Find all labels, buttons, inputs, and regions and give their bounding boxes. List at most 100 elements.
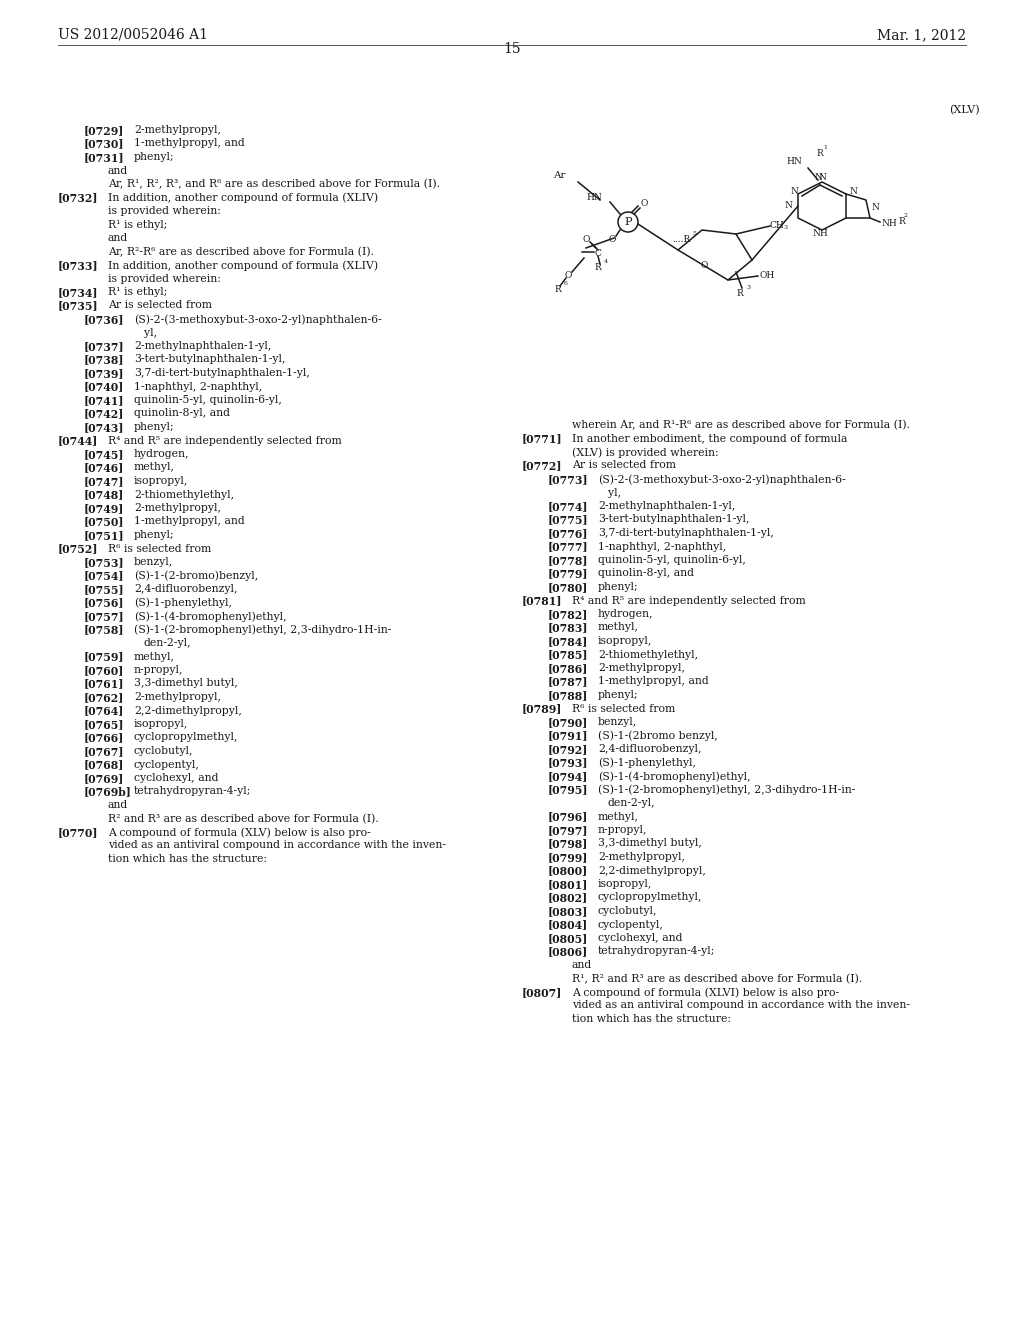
Text: [0780]: [0780] [548,582,589,593]
Text: N: N [814,173,822,182]
Text: [0731]: [0731] [84,152,125,162]
Text: [0774]: [0774] [548,502,589,512]
Text: R: R [898,218,905,227]
Text: [0762]: [0762] [84,692,124,704]
Text: n-propyl,: n-propyl, [134,665,183,675]
Text: [0757]: [0757] [84,611,125,622]
Text: [0792]: [0792] [548,744,589,755]
Text: [0789]: [0789] [522,704,562,714]
Text: 4: 4 [604,259,608,264]
Text: and: and [572,960,592,970]
Text: 2-methylpropyl,: 2-methylpropyl, [134,692,221,702]
Text: [0794]: [0794] [548,771,589,781]
Text: N: N [784,202,792,210]
Text: [0785]: [0785] [548,649,589,660]
Text: cyclopropylmethyl,: cyclopropylmethyl, [134,733,239,742]
Text: O: O [564,272,571,281]
Text: NH: NH [882,219,898,228]
Text: [0736]: [0736] [84,314,125,325]
Text: N: N [791,187,798,197]
Text: benzyl,: benzyl, [134,557,173,568]
Text: [0764]: [0764] [84,705,124,717]
Text: quinolin-5-yl, quinolin-6-yl,: quinolin-5-yl, quinolin-6-yl, [134,395,282,405]
Text: [0759]: [0759] [84,652,125,663]
Text: [0771]: [0771] [522,433,562,445]
Text: hydrogen,: hydrogen, [134,449,189,459]
Text: [0768]: [0768] [84,759,124,771]
Text: n-propyl,: n-propyl, [598,825,647,836]
Text: is provided wherein:: is provided wherein: [108,273,221,284]
Text: 1-methylpropyl, and: 1-methylpropyl, and [134,516,245,527]
Text: benzyl,: benzyl, [598,717,637,727]
Text: CH: CH [770,222,784,231]
Text: 1-methylpropyl, and: 1-methylpropyl, and [134,139,245,149]
Text: cyclopropylmethyl,: cyclopropylmethyl, [598,892,702,903]
Text: tetrahydropyran-4-yl;: tetrahydropyran-4-yl; [134,787,251,796]
Text: [0732]: [0732] [58,193,98,203]
Text: [0800]: [0800] [548,866,588,876]
Text: 3,7-di-tert-butylnaphthalen-1-yl,: 3,7-di-tert-butylnaphthalen-1-yl, [134,368,310,378]
Text: wherein Ar, and R¹-R⁶ are as described above for Formula (I).: wherein Ar, and R¹-R⁶ are as described a… [572,420,910,430]
Text: 2-methylpropyl,: 2-methylpropyl, [134,503,221,513]
Text: (S)-1-phenylethyl,: (S)-1-phenylethyl, [598,758,696,768]
Text: [0777]: [0777] [548,541,589,553]
Text: 2,4-difluorobenzyl,: 2,4-difluorobenzyl, [598,744,701,754]
Text: 6: 6 [564,281,568,286]
Text: NH: NH [812,230,827,239]
Text: phenyl;: phenyl; [598,690,639,700]
Text: [0772]: [0772] [522,461,562,471]
Text: N: N [872,203,880,213]
Text: tion which has the structure:: tion which has the structure: [572,1014,731,1024]
Text: (S)-1-(2-bromophenyl)ethyl, 2,3-dihydro-1H-in-: (S)-1-(2-bromophenyl)ethyl, 2,3-dihydro-… [598,784,855,795]
Text: and: and [108,234,128,243]
Text: [0791]: [0791] [548,730,589,742]
Text: [0740]: [0740] [84,381,124,392]
Text: [0743]: [0743] [84,422,125,433]
Text: 2-thiomethylethyl,: 2-thiomethylethyl, [134,490,234,499]
Text: 2,2-dimethylpropyl,: 2,2-dimethylpropyl, [134,705,242,715]
Text: cyclobutyl,: cyclobutyl, [134,746,194,756]
Text: 2-methylpropyl,: 2-methylpropyl, [598,663,685,673]
Text: OH: OH [760,272,775,281]
Text: [0737]: [0737] [84,341,125,352]
Text: 2-methylnaphthalen-1-yl,: 2-methylnaphthalen-1-yl, [598,502,735,511]
Text: [0783]: [0783] [548,623,589,634]
Text: cyclohexyl, and: cyclohexyl, and [598,933,683,942]
Text: R⁴ and R⁵ are independently selected from: R⁴ and R⁵ are independently selected fro… [108,436,342,446]
Text: quinolin-8-yl, and: quinolin-8-yl, and [598,569,694,578]
Text: [0799]: [0799] [548,851,589,863]
Text: [0778]: [0778] [548,554,589,566]
Text: R: R [555,285,561,294]
Text: vided as an antiviral compound in accordance with the inven-: vided as an antiviral compound in accord… [108,841,446,850]
Text: [0788]: [0788] [548,690,589,701]
Text: [0798]: [0798] [548,838,589,850]
Text: [0784]: [0784] [548,636,589,647]
Text: 2-methylpropyl,: 2-methylpropyl, [134,125,221,135]
Text: 2,4-difluorobenzyl,: 2,4-difluorobenzyl, [134,583,238,594]
Text: [0769]: [0769] [84,774,124,784]
Text: 2-methylnaphthalen-1-yl,: 2-methylnaphthalen-1-yl, [134,341,271,351]
Text: (S)-1-(2-bromophenyl)ethyl, 2,3-dihydro-1H-in-: (S)-1-(2-bromophenyl)ethyl, 2,3-dihydro-… [134,624,391,635]
Text: methyl,: methyl, [598,812,639,821]
Text: (S)-1-(2bromo benzyl,: (S)-1-(2bromo benzyl, [598,730,718,741]
Text: [0745]: [0745] [84,449,125,459]
Text: [0807]: [0807] [522,987,562,998]
Text: C: C [595,249,601,259]
Text: [0739]: [0739] [84,368,125,379]
Text: 1-naphthyl, 2-naphthyl,: 1-naphthyl, 2-naphthyl, [598,541,726,552]
Text: [0750]: [0750] [84,516,125,528]
Text: 15: 15 [503,42,521,55]
Text: R: R [736,289,743,298]
Text: 5: 5 [692,231,696,236]
Text: [0767]: [0767] [84,746,125,756]
Text: methyl,: methyl, [134,652,175,661]
Text: den-2-yl,: den-2-yl, [144,638,191,648]
Text: (XLV): (XLV) [949,106,980,115]
Text: 1: 1 [823,145,827,150]
Text: (S)-1-(4-bromophenyl)ethyl,: (S)-1-(4-bromophenyl)ethyl, [134,611,287,622]
Text: N: N [850,187,858,197]
Text: [0752]: [0752] [58,544,98,554]
Text: In addition, another compound of formula (XLIV): In addition, another compound of formula… [108,193,378,203]
Text: O: O [608,235,615,244]
Text: US 2012/0052046 A1: US 2012/0052046 A1 [58,28,208,42]
